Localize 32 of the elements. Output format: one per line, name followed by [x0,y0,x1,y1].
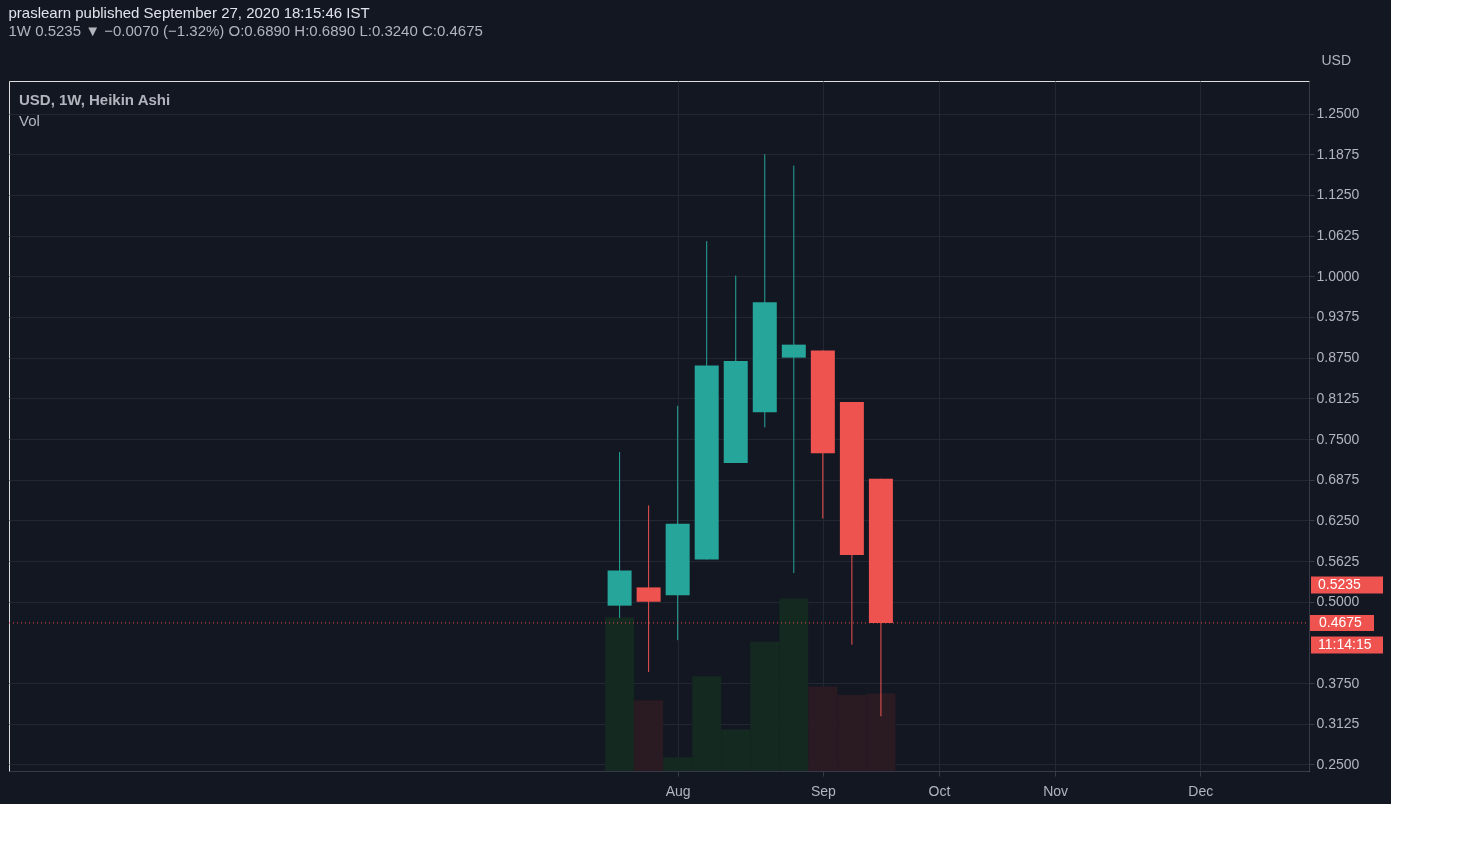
bar [605,617,635,771]
text: 11:14:15 [1318,635,1372,652]
y-tick-label: 0.8125 [1316,389,1360,406]
y-tick-label: 0.8750 [1316,349,1360,366]
candlestick [781,165,806,574]
y-tick-label: 0.2500 [1316,755,1360,772]
y-axis-title: USD [1321,51,1352,68]
y-tick-label: 0.6250 [1316,511,1360,528]
annotation: USD, 1W, Heikin Ashi [19,91,171,108]
y-tick-label: 0.5000 [1316,593,1360,610]
chart-subtitle: 1W 0.5235 ▼ −0.0070 (−1.32%) O:0.6890 H:0.6890 L:0.3240 C:0.4675 [8,22,483,39]
chart-title: praslearn published September 27, 2020 18:15:46 IST [8,4,370,21]
ref-line-label: 0.4675 [1319,613,1363,630]
y-tick-label: 0.5625 [1316,552,1360,569]
bar [634,700,664,771]
y-tick-label: 0.9375 [1316,308,1360,325]
x-tick-label: Aug [665,782,691,799]
y-tick-label: 0.6875 [1316,471,1360,488]
x-tick-label: Oct [928,782,951,799]
y-tick-label: 1.1250 [1316,186,1360,203]
text: 0.5235 [1318,575,1362,592]
y-tick-label: 1.2500 [1316,105,1360,122]
y-tick-label: 1.0625 [1316,227,1360,244]
y-tick-label: 1.0000 [1316,267,1360,284]
annotation: Vol [19,112,40,129]
x-tick-label: Dec [1188,782,1214,799]
y-tick-label: 0.3125 [1316,715,1360,732]
y-tick-label: 0.3750 [1316,674,1360,691]
y-tick-label: 1.1875 [1316,145,1360,162]
x-tick-label: Sep [810,782,837,799]
y-tick-label: 0.7500 [1316,430,1360,447]
x-tick-label: Nov [1043,782,1069,799]
